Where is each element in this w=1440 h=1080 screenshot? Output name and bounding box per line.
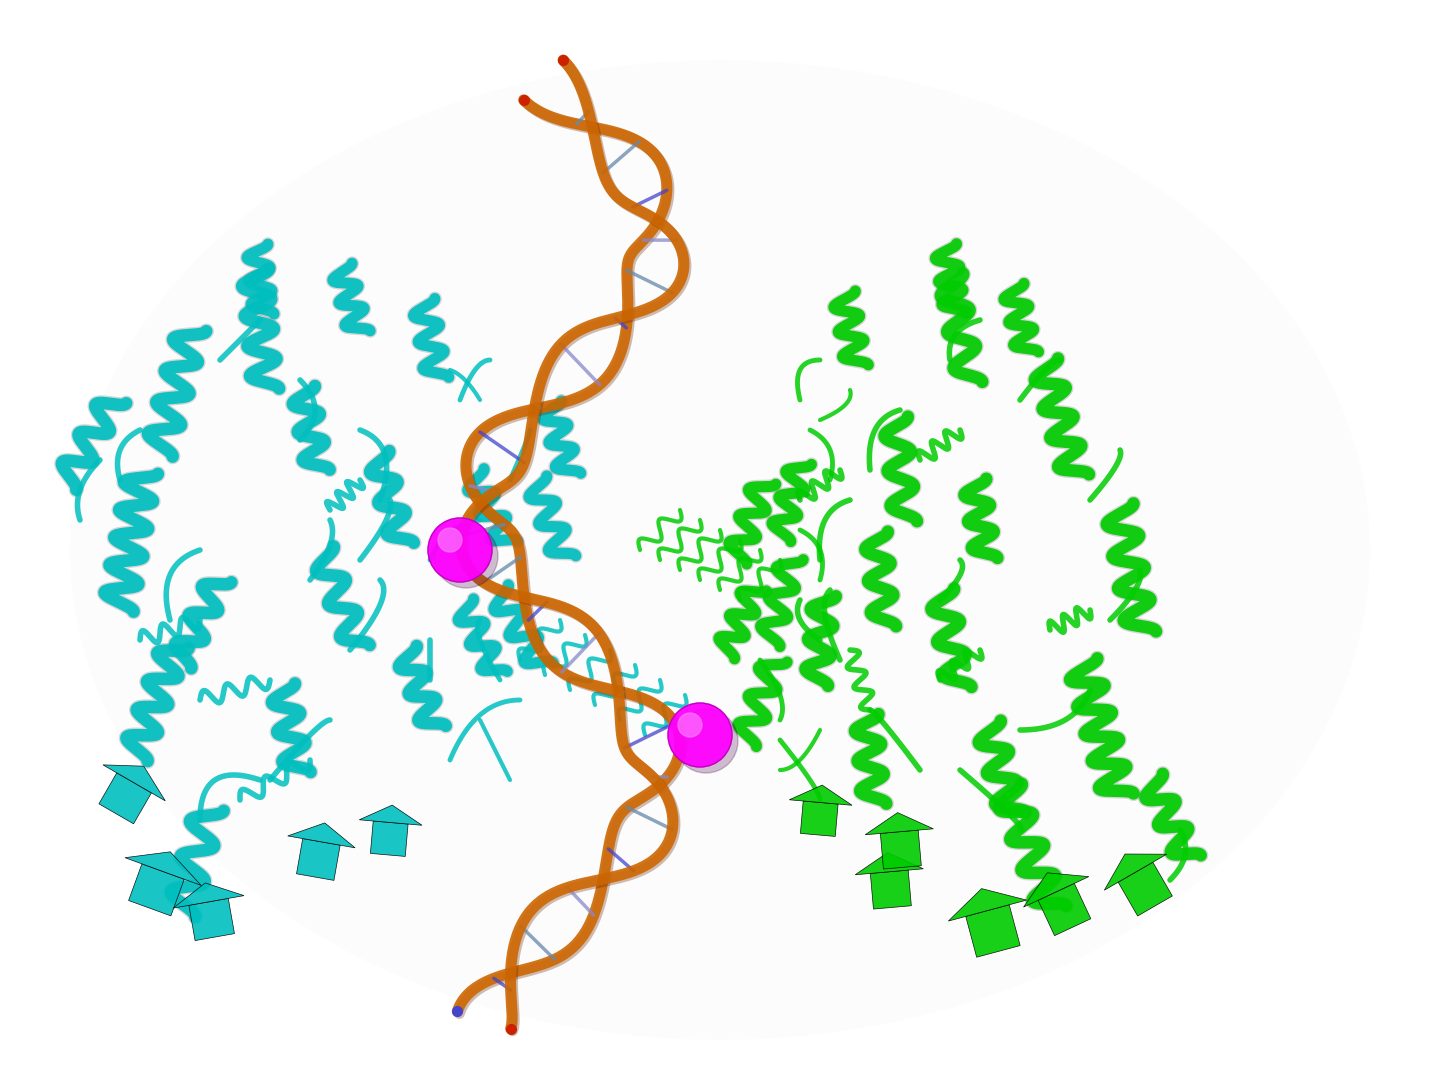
Polygon shape bbox=[128, 864, 184, 916]
Polygon shape bbox=[1119, 862, 1172, 916]
Polygon shape bbox=[870, 870, 912, 909]
Polygon shape bbox=[173, 883, 243, 908]
Polygon shape bbox=[125, 852, 202, 886]
Circle shape bbox=[438, 528, 462, 552]
Circle shape bbox=[428, 518, 492, 582]
Polygon shape bbox=[801, 801, 838, 836]
Ellipse shape bbox=[71, 60, 1369, 1040]
Polygon shape bbox=[297, 838, 340, 880]
Polygon shape bbox=[102, 765, 166, 801]
Polygon shape bbox=[1038, 883, 1092, 935]
Polygon shape bbox=[1024, 873, 1089, 907]
Circle shape bbox=[674, 708, 739, 773]
Circle shape bbox=[678, 713, 703, 737]
Polygon shape bbox=[949, 889, 1027, 921]
Polygon shape bbox=[288, 823, 356, 848]
Polygon shape bbox=[865, 812, 933, 835]
Circle shape bbox=[433, 524, 498, 588]
Polygon shape bbox=[789, 785, 852, 806]
Polygon shape bbox=[370, 821, 408, 856]
Polygon shape bbox=[189, 899, 235, 941]
Polygon shape bbox=[966, 905, 1020, 957]
Polygon shape bbox=[1104, 854, 1166, 890]
Polygon shape bbox=[855, 852, 923, 875]
Polygon shape bbox=[880, 831, 922, 869]
Circle shape bbox=[668, 703, 732, 767]
Polygon shape bbox=[359, 805, 422, 825]
Polygon shape bbox=[99, 773, 151, 824]
